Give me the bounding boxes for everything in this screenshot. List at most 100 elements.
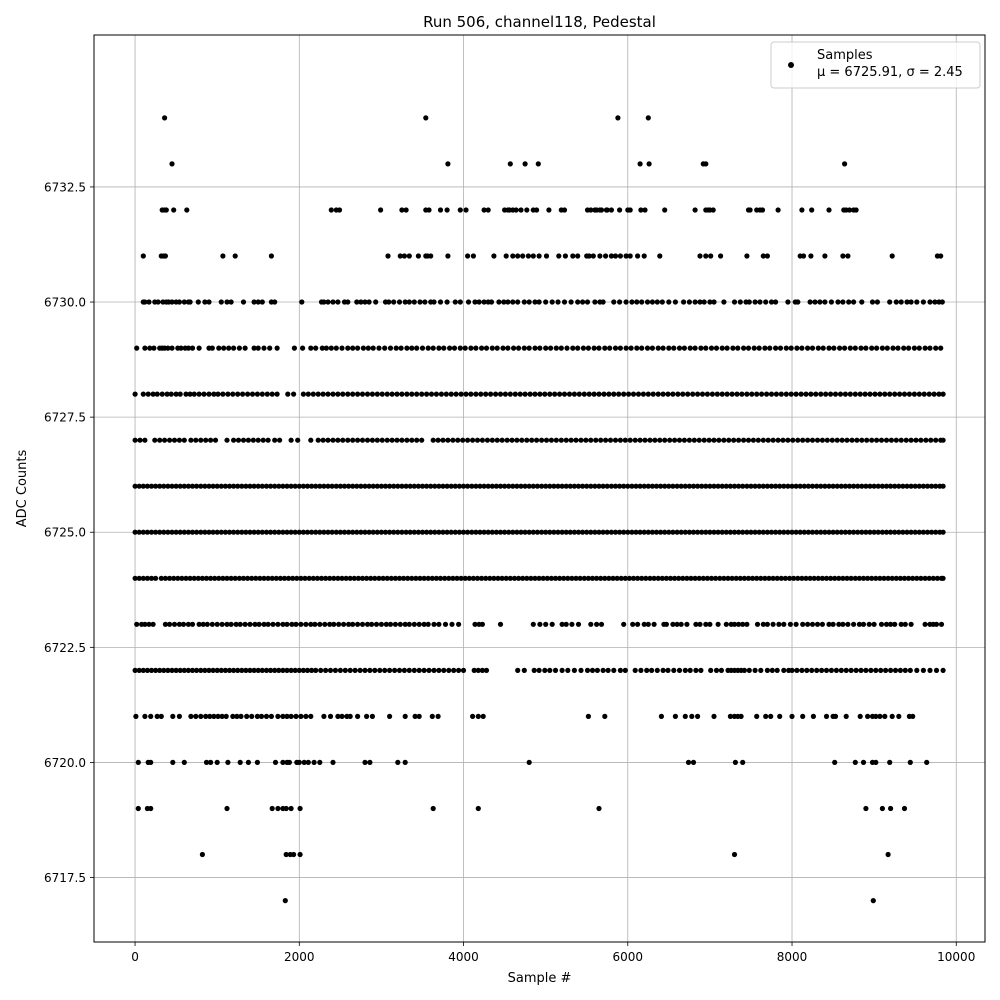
data-point [855, 529, 861, 535]
data-point [651, 621, 657, 627]
data-point [489, 483, 495, 489]
data-point [359, 391, 366, 397]
data-point [330, 391, 336, 397]
data-point [883, 667, 889, 674]
data-point [699, 483, 705, 489]
data-point [286, 575, 292, 581]
data-point [600, 299, 606, 305]
data-point [169, 161, 175, 167]
data-point [272, 437, 278, 443]
data-point [908, 621, 914, 627]
data-point [759, 207, 766, 213]
data-point [185, 345, 191, 351]
data-point [940, 667, 946, 674]
data-point [734, 391, 740, 397]
data-point [168, 391, 174, 397]
data-point [500, 345, 506, 351]
data-point [910, 575, 916, 581]
data-point [868, 667, 874, 674]
data-point [286, 759, 292, 766]
data-point [465, 299, 472, 305]
data-point [883, 529, 890, 535]
data-point [261, 621, 267, 627]
data-point [842, 483, 849, 489]
data-point [193, 713, 199, 720]
data-point [826, 345, 832, 351]
data-point [240, 575, 247, 581]
data-point [938, 253, 944, 259]
data-point [744, 253, 750, 259]
data-point [635, 391, 642, 397]
data-point [357, 667, 363, 674]
data-point [335, 575, 341, 581]
data-point [460, 529, 467, 535]
data-point [216, 345, 222, 351]
data-point [150, 621, 156, 627]
data-point [777, 345, 784, 351]
data-point [843, 713, 849, 720]
data-point [727, 713, 734, 720]
data-point [339, 345, 345, 351]
data-point [527, 391, 533, 397]
data-point [923, 437, 929, 443]
data-point [158, 575, 164, 581]
data-point [225, 391, 231, 397]
data-point [387, 529, 393, 535]
data-point [798, 391, 804, 397]
data-point [322, 621, 328, 627]
data-point [199, 851, 205, 858]
data-point [621, 529, 627, 535]
data-point [695, 713, 701, 720]
data-point [686, 299, 693, 305]
data-point [355, 575, 361, 581]
data-point [809, 621, 816, 627]
data-point [902, 621, 908, 627]
data-point [887, 391, 893, 397]
data-point [877, 713, 883, 720]
data-point [485, 483, 491, 489]
data-point [183, 575, 189, 581]
data-point [604, 529, 610, 535]
data-point [641, 529, 647, 535]
data-point [723, 621, 729, 627]
data-point [589, 575, 596, 581]
data-point [893, 437, 899, 443]
data-point [534, 437, 540, 443]
data-point [259, 483, 265, 489]
data-point [567, 483, 573, 489]
data-point [202, 299, 208, 305]
data-point [489, 345, 495, 351]
data-point [263, 713, 270, 720]
data-point [222, 667, 228, 674]
data-point [763, 299, 769, 305]
data-point [898, 621, 904, 627]
data-point [240, 437, 247, 443]
data-point [212, 437, 219, 443]
data-point [785, 529, 791, 535]
data-point [265, 437, 271, 443]
data-point [801, 483, 807, 489]
data-point [760, 437, 766, 443]
data-point [845, 621, 851, 627]
data-point [667, 575, 674, 581]
data-point [785, 483, 791, 489]
data-point [912, 483, 918, 489]
data-point [674, 529, 680, 535]
data-point [167, 437, 173, 443]
data-point [424, 483, 430, 489]
data-point [497, 391, 504, 397]
data-point [396, 299, 403, 305]
data-point [863, 667, 869, 674]
data-point [432, 529, 438, 535]
data-point [741, 667, 748, 674]
data-point [892, 391, 898, 397]
data-point [903, 437, 909, 443]
data-point [767, 345, 773, 351]
data-point [775, 437, 781, 443]
x-tick-label: 0 [131, 950, 139, 964]
data-point [214, 483, 220, 489]
data-point [883, 483, 890, 489]
data-point [214, 759, 220, 766]
data-point [706, 437, 712, 443]
data-point [209, 621, 215, 627]
